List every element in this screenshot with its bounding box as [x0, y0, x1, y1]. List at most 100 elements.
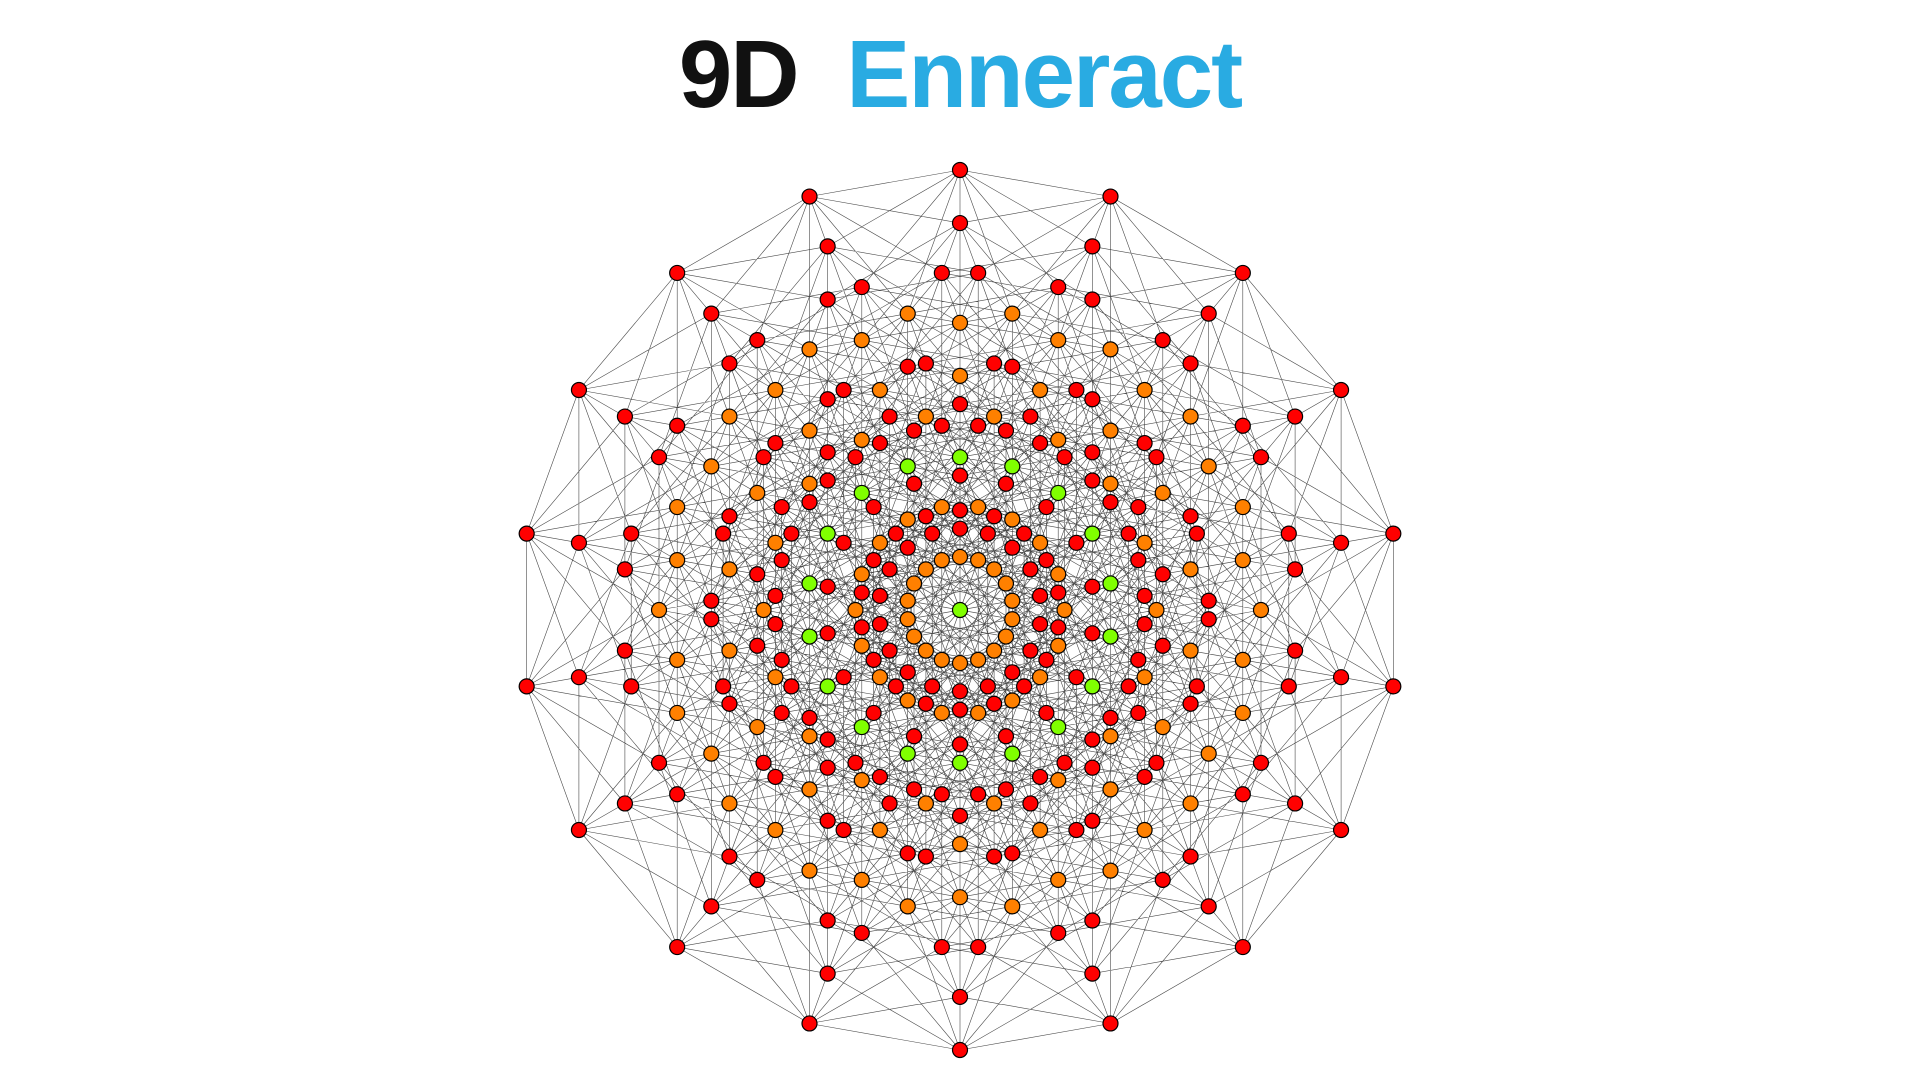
vertex — [1033, 823, 1048, 838]
vertex — [652, 450, 667, 465]
vertex — [768, 769, 783, 784]
vertex — [820, 239, 835, 254]
vertex — [1005, 693, 1020, 708]
enneract-svg — [0, 0, 1920, 1080]
vertex — [670, 418, 685, 433]
vertex — [820, 526, 835, 541]
vertex — [987, 562, 1002, 577]
vertex — [918, 356, 933, 371]
vertex — [934, 705, 949, 720]
vertex — [722, 356, 737, 371]
vertex — [848, 603, 863, 618]
vertex — [670, 500, 685, 515]
vertex — [1051, 925, 1066, 940]
vertex — [774, 652, 789, 667]
vertex — [925, 526, 940, 541]
vertex — [1039, 500, 1054, 515]
vertex — [756, 450, 771, 465]
vertex — [722, 643, 737, 658]
vertex — [1235, 553, 1250, 568]
vertex — [1103, 576, 1118, 591]
vertex — [998, 576, 1013, 591]
vertex — [854, 567, 869, 582]
vertex — [1085, 966, 1100, 981]
vertex — [918, 696, 933, 711]
vertex — [1023, 796, 1038, 811]
vertex — [1131, 500, 1146, 515]
vertex — [1149, 603, 1164, 618]
vertex — [1085, 760, 1100, 775]
vertex — [1051, 773, 1066, 788]
vertex — [953, 1043, 968, 1058]
vertex — [670, 940, 685, 955]
vertex — [854, 872, 869, 887]
vertex — [1085, 239, 1100, 254]
vertex — [900, 593, 915, 608]
vertex — [998, 423, 1013, 438]
vertex — [1005, 612, 1020, 627]
vertex — [802, 1016, 817, 1031]
vertex — [1085, 626, 1100, 641]
vertex — [987, 356, 1002, 371]
vertex — [624, 526, 639, 541]
vertex — [1051, 720, 1066, 735]
vertex — [987, 409, 1002, 424]
vertex — [1235, 652, 1250, 667]
vertex — [1033, 670, 1048, 685]
vertex — [1183, 509, 1198, 524]
vertex — [1137, 436, 1152, 451]
vertex — [750, 333, 765, 348]
vertex — [802, 423, 817, 438]
vertex — [854, 333, 869, 348]
vertex — [1103, 342, 1118, 357]
vertex — [820, 813, 835, 828]
vertex — [750, 638, 765, 653]
vertex — [998, 729, 1013, 744]
vertex — [1051, 280, 1066, 295]
vertex — [617, 796, 632, 811]
vertex — [750, 485, 765, 500]
vertex — [854, 773, 869, 788]
vertex — [882, 643, 897, 658]
vertex — [1253, 603, 1268, 618]
vertex — [866, 500, 881, 515]
vertex — [1183, 696, 1198, 711]
vertex — [722, 562, 737, 577]
vertex — [1137, 670, 1152, 685]
vertex — [1183, 356, 1198, 371]
vertex — [652, 755, 667, 770]
vertex — [774, 553, 789, 568]
vertex — [1005, 540, 1020, 555]
vertex — [820, 292, 835, 307]
vertex — [1033, 535, 1048, 550]
vertex — [1386, 526, 1401, 541]
vertex — [820, 913, 835, 928]
vertex — [953, 656, 968, 671]
vertex — [882, 562, 897, 577]
vertex — [987, 509, 1002, 524]
vertex — [1183, 643, 1198, 658]
vertex — [1334, 823, 1349, 838]
vertex — [722, 696, 737, 711]
vertex — [953, 989, 968, 1004]
vertex — [1017, 526, 1032, 541]
vertex — [750, 567, 765, 582]
vertex — [704, 899, 719, 914]
vertex — [519, 526, 534, 541]
vertex — [1131, 553, 1146, 568]
vertex — [1235, 787, 1250, 802]
vertex — [882, 409, 897, 424]
vertex — [716, 679, 731, 694]
vertex — [1235, 418, 1250, 433]
vertex — [768, 535, 783, 550]
vertex — [652, 603, 667, 618]
vertex — [900, 846, 915, 861]
enneract-diagram — [0, 0, 1920, 1080]
vertex — [617, 562, 632, 577]
vertex — [987, 849, 1002, 864]
vertex — [888, 526, 903, 541]
vertex — [1085, 392, 1100, 407]
vertex — [1039, 553, 1054, 568]
vertex — [971, 500, 986, 515]
vertex — [1103, 476, 1118, 491]
